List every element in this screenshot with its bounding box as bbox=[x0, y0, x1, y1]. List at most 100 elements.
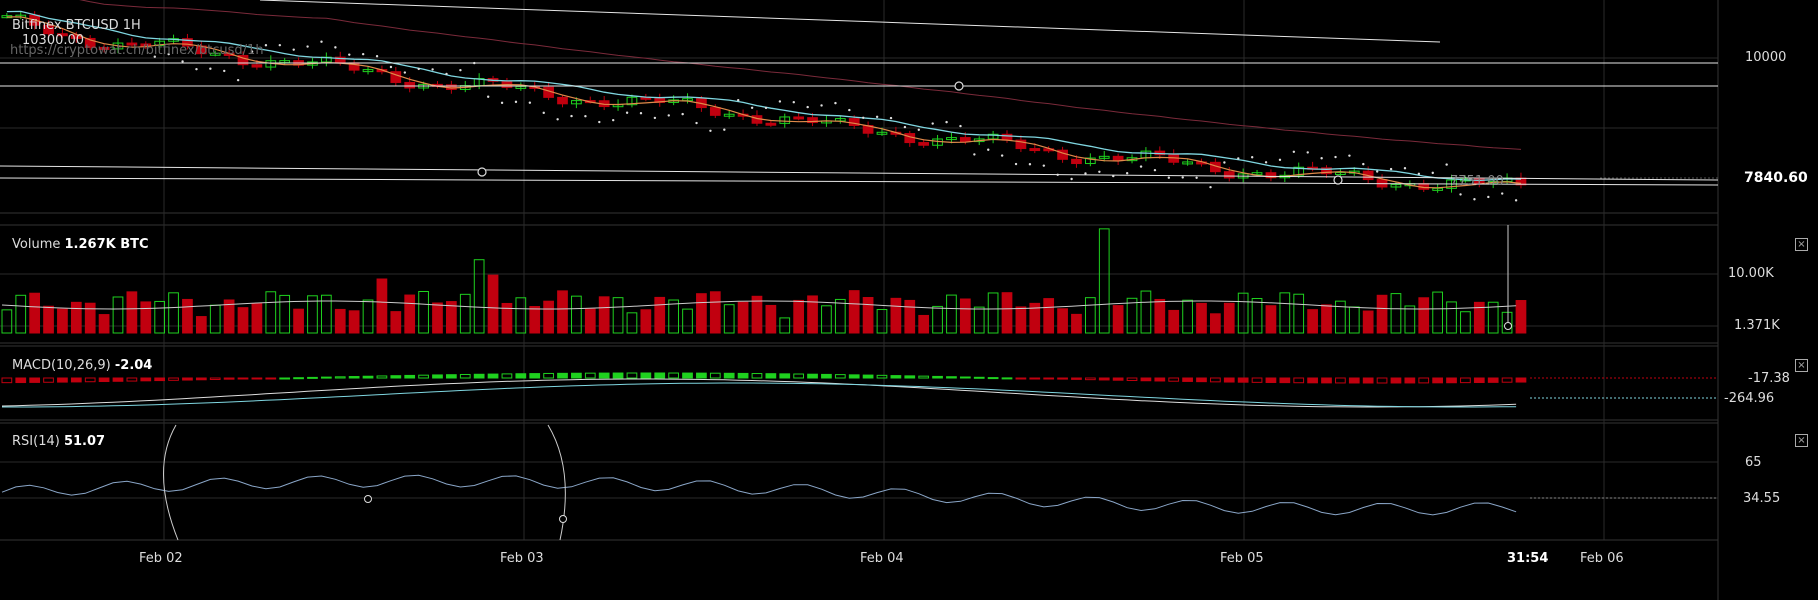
macd-histogram-bar bbox=[668, 372, 679, 379]
sar-dot bbox=[834, 101, 837, 105]
rsi-axis-1: 65 bbox=[1745, 455, 1762, 470]
sar-dot bbox=[153, 55, 156, 58]
chart-title: Bitfinex BTCUSD 1H bbox=[12, 18, 141, 33]
sar-dot bbox=[1514, 199, 1518, 202]
macd-histogram-bar bbox=[348, 376, 360, 379]
sar-dot bbox=[1237, 157, 1240, 160]
macd-histogram-bar bbox=[320, 376, 332, 379]
macd-histogram-bar bbox=[1321, 377, 1332, 384]
volume-bar bbox=[932, 305, 943, 334]
macd-histogram-bar bbox=[404, 374, 416, 379]
volume-bar bbox=[682, 308, 693, 334]
sar-dot bbox=[570, 114, 573, 118]
volume-bar bbox=[654, 296, 666, 334]
sar-dot bbox=[209, 67, 212, 70]
volume-bar bbox=[459, 293, 471, 334]
volume-bar bbox=[598, 296, 610, 334]
sar-dot bbox=[1181, 176, 1184, 179]
sar-dot bbox=[514, 100, 518, 104]
sar-dot bbox=[223, 69, 226, 73]
volume-bar bbox=[543, 300, 554, 334]
volume-bar bbox=[1335, 300, 1346, 334]
macd-histogram-bar bbox=[57, 377, 68, 383]
volume-bar bbox=[918, 314, 930, 334]
sar-dot bbox=[361, 52, 365, 56]
volume-bar bbox=[1515, 300, 1527, 334]
macd-histogram-bar bbox=[1460, 377, 1471, 384]
close-icon[interactable]: × bbox=[1795, 238, 1808, 251]
sar-dot bbox=[1487, 195, 1490, 199]
sar-dot bbox=[848, 108, 851, 112]
macd-histogram-bar bbox=[293, 377, 304, 380]
sar-dot bbox=[1306, 151, 1309, 154]
macd-histogram-bar bbox=[1140, 377, 1152, 382]
sar-dot bbox=[264, 44, 268, 47]
sar-dot bbox=[278, 43, 282, 47]
candle-body bbox=[1335, 171, 1346, 175]
volume-bar bbox=[1362, 310, 1374, 334]
volume-bar bbox=[821, 305, 832, 334]
macd-histogram-bar bbox=[1001, 377, 1013, 380]
macd-histogram-bar bbox=[751, 373, 763, 379]
macd-histogram-bar bbox=[1154, 377, 1166, 382]
main-pane bbox=[0, 0, 1719, 202]
volume-bar bbox=[529, 306, 541, 334]
volume-bar bbox=[418, 291, 429, 334]
candle-body bbox=[626, 96, 638, 106]
sar-dot bbox=[931, 122, 934, 125]
macd-histogram-bar bbox=[432, 374, 443, 379]
macd-histogram-bar bbox=[904, 375, 916, 379]
sar-dot bbox=[1348, 154, 1351, 157]
volume-bar bbox=[1293, 293, 1305, 334]
sar-dot bbox=[1501, 192, 1504, 195]
macd-histogram-bar bbox=[1210, 377, 1221, 383]
sar-dot bbox=[945, 120, 948, 124]
sar-dot bbox=[653, 116, 657, 120]
macd-histogram-bar bbox=[1112, 377, 1124, 381]
sar-dot bbox=[1209, 185, 1212, 189]
macd-histogram-bar bbox=[209, 377, 221, 380]
sar-dot bbox=[875, 115, 879, 119]
time-label: Feb 03 bbox=[500, 551, 544, 566]
rsi-line bbox=[1, 474, 1517, 516]
macd-histogram-bar bbox=[446, 374, 457, 379]
macd-histogram-bar bbox=[1293, 377, 1305, 384]
volume-bar bbox=[487, 274, 499, 334]
macd-histogram-bar bbox=[696, 372, 707, 379]
candle-body bbox=[1265, 172, 1277, 179]
sar-dot bbox=[917, 128, 920, 131]
candle-body bbox=[959, 137, 971, 143]
volume-bar bbox=[307, 295, 318, 334]
close-icon[interactable]: × bbox=[1795, 359, 1808, 372]
macd-histogram-bar bbox=[571, 372, 582, 379]
macd-histogram-bar bbox=[1362, 377, 1374, 384]
candle-body bbox=[557, 96, 568, 105]
candle-body bbox=[1029, 148, 1041, 152]
volume-bar bbox=[709, 291, 721, 334]
time-label: Feb 02 bbox=[139, 551, 183, 566]
sar-dot bbox=[723, 128, 726, 131]
candle-body bbox=[1321, 167, 1332, 175]
macd-histogram-bar bbox=[640, 372, 652, 379]
macd-histogram-bar bbox=[70, 377, 82, 383]
volume-bar bbox=[904, 299, 916, 334]
sar-dot bbox=[598, 120, 601, 124]
macd-histogram-bar bbox=[376, 375, 388, 379]
sar-dot bbox=[1320, 157, 1323, 160]
close-icon[interactable]: × bbox=[1795, 434, 1808, 447]
macd-histogram-bar bbox=[390, 375, 402, 379]
macd-histogram-bar bbox=[821, 373, 832, 379]
macd-histogram-bar bbox=[1182, 377, 1193, 382]
macd-histogram-bar bbox=[1126, 377, 1138, 381]
sar-dot bbox=[862, 116, 865, 119]
sar-dot bbox=[1403, 167, 1407, 170]
volume-bar bbox=[376, 278, 388, 334]
source-url[interactable]: https://cryptowat.ch/bitfinex/btcusd/1h bbox=[10, 43, 264, 58]
sar-dot bbox=[889, 116, 893, 120]
candle-body bbox=[793, 116, 805, 120]
sar-dot bbox=[1028, 163, 1032, 166]
candle-body bbox=[251, 64, 263, 68]
macd-histogram-bar bbox=[1015, 377, 1027, 380]
volume-bar bbox=[1390, 293, 1402, 334]
